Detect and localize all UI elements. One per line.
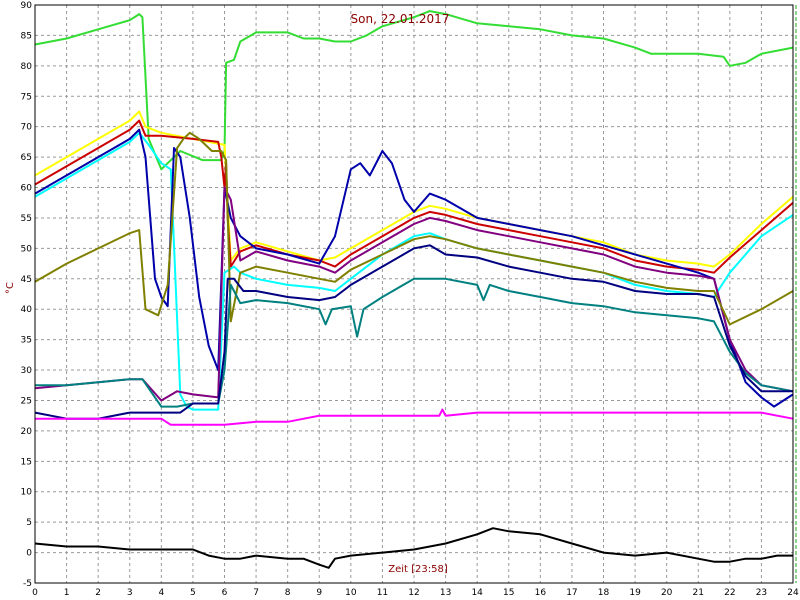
x-tick-label: 12 [408, 588, 419, 598]
x-tick-label: 5 [190, 588, 196, 598]
x-tick-label: 7 [253, 588, 259, 598]
y-tick-label: 75 [21, 92, 32, 102]
series-line-8 [35, 277, 794, 408]
series-line-2 [34, 110, 794, 268]
x-tick-label: 8 [285, 588, 291, 598]
plot-border [34, 4, 794, 584]
x-tick-label: 4 [158, 588, 164, 598]
y-tick-labels: -5 0 5 10 15 20 25 30 35 40 45 50 55 60 65 70 75 80 85 90 [21, 1, 33, 589]
y-tick-label: 45 [21, 275, 32, 285]
x-tick-label: 21 [693, 588, 704, 598]
x-tick-label: 24 [787, 588, 799, 598]
x-tick-label: 0 [32, 588, 38, 598]
y-tick-label: 0 [26, 549, 32, 559]
y-tick-label: 50 [21, 244, 33, 254]
y-tick-label: 15 [21, 457, 32, 467]
x-tick-label: 17 [566, 588, 577, 598]
series-line-4 [34, 131, 794, 411]
y-tick-label: 5 [26, 518, 32, 528]
y-tick-label: 20 [21, 427, 33, 437]
x-tick-label: 16 [535, 588, 547, 598]
y-tick-label: 65 [21, 153, 32, 163]
x-tick-label: 13 [440, 588, 451, 598]
x-tick-label: 22 [724, 588, 735, 598]
y-tick-label: 35 [21, 336, 32, 346]
chart-title: Son, 22.01.2017 [351, 12, 450, 26]
y-tick-label: 80 [21, 62, 33, 72]
y-tick-label: 70 [21, 123, 33, 133]
x-tick-label: 15 [503, 588, 514, 598]
y-tick-label: 90 [21, 1, 33, 11]
series-line-11 [34, 527, 793, 569]
y-axis-label: °C [5, 282, 16, 294]
x-tick-label: 20 [661, 588, 673, 598]
series-line-3 [34, 119, 794, 274]
y-tick-label: -5 [23, 579, 32, 589]
y-tick-label: 55 [21, 214, 32, 224]
x-tick-label: 2 [95, 588, 101, 598]
series-line-10 [35, 408, 794, 426]
x-tick-label: 3 [127, 588, 133, 598]
y-tick-label: 40 [21, 305, 33, 315]
series-line-7 [34, 131, 794, 326]
x-tick-label: 14 [471, 588, 483, 598]
x-tick-label: 23 [756, 588, 767, 598]
x-tick-label: 18 [598, 588, 610, 598]
plot-frame [34, 4, 797, 584]
x-tick-label: 6 [222, 588, 228, 598]
series-layer [34, 10, 794, 569]
x-tick-label: 1 [64, 588, 70, 598]
series-line-9 [34, 244, 793, 420]
x-axis-label: Zeit [23:58] [388, 564, 448, 575]
y-tick-label: 10 [21, 488, 33, 498]
x-tick-label: 19 [629, 588, 641, 598]
series-line-6 [34, 186, 794, 402]
x-tick-label: 9 [316, 588, 322, 598]
y-tick-label: 85 [21, 31, 32, 41]
y-tick-label: 60 [21, 184, 33, 194]
x-tick-label: 11 [377, 588, 388, 598]
y-tick-label: 25 [21, 396, 32, 406]
x-tick-label: 10 [345, 588, 357, 598]
y-tick-label: 30 [21, 366, 33, 376]
x-tick-labels: 0 1 2 3 4 5 6 7 8 9 10 11 12 13 14 15 16 17 18 19 20 21 22 23 24 [32, 588, 799, 598]
